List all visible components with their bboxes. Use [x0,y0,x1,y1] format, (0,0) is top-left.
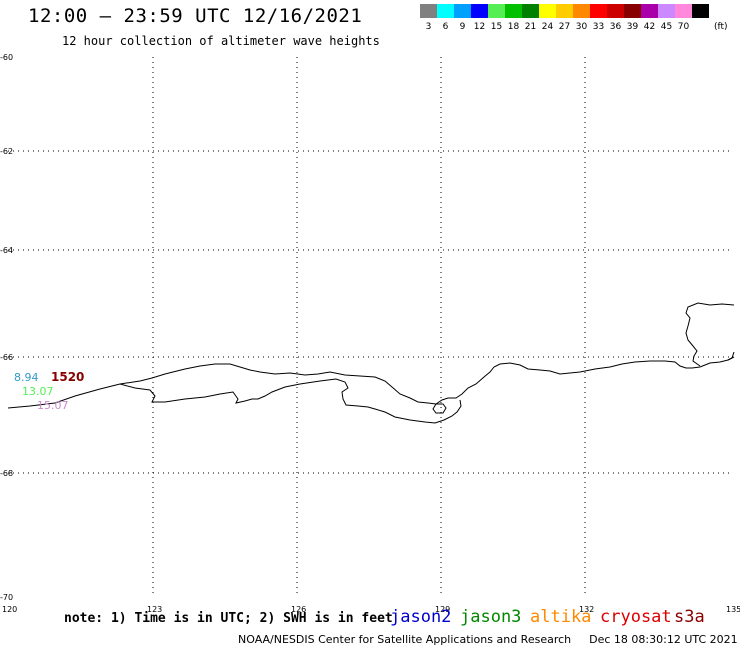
measurement-3: 13.07 [22,385,54,398]
legend-swatch [488,4,505,18]
lon-tick-label: 120 [2,605,17,614]
footer-note: note: 1) Time is in UTC; 2) SWH is in fe… [64,611,393,626]
legend-item-3: 12 [471,4,488,32]
legend-swatch [471,4,488,18]
legend-label: 15 [490,22,503,32]
legend-label: 30 [575,22,588,32]
lon-tick-label: 126 [291,605,306,614]
legend-item-11: 36 [607,4,624,32]
legend-label: 9 [459,22,466,32]
antarctic-coastline [7,356,735,409]
axis-tick-labels: -60 -62 -64 -66 -68 -70 120 123 126 129 132 135 [0,53,740,614]
legend-item-1: 6 [437,4,454,32]
legend-label: 21 [524,22,537,32]
lat-tick-label: -70 [0,593,13,602]
legend-label: 33 [592,22,605,32]
sat-altika: altika [530,607,592,627]
lon-tick-label: 135 [726,605,740,614]
coastline-inlet [119,378,462,424]
legend-swatch [624,4,641,18]
legend-item-6: 21 [522,4,539,32]
lon-tick-label: 123 [147,605,162,614]
sat-jason2: jason2 [390,607,452,627]
legend-label: 36 [609,22,622,32]
legend-item-12: 39 [624,4,641,32]
legend-item-10: 33 [590,4,607,32]
wave-height-legend: 3 6 9 12 15 18 21 24 27 30 33 36 39 42 45 70 [420,4,709,32]
lon-tick-label: 129 [435,605,450,614]
legend-item-8: 27 [556,4,573,32]
legend-label: 70 [677,22,690,32]
credit-timestamp: Dec 18 08:30:12 UTC 2021 [589,633,738,646]
legend-swatch [590,4,607,18]
legend-swatch [675,4,692,18]
measurement-1: 8.94 [14,371,39,384]
legend-item-2: 9 [454,4,471,32]
map-title: 12:00 – 23:59 UTC 12/16/2021 [28,5,363,27]
legend-swatch [505,4,522,18]
measurement-4: 15.07 [37,399,69,412]
lat-tick-label: -60 [0,53,13,62]
lon-tick-label: 132 [579,605,594,614]
legend-item-16 [692,4,709,32]
legend-label: 24 [541,22,554,32]
lat-tick-label: -68 [0,469,13,478]
lat-tick-label: -64 [0,246,13,255]
legend-label: 39 [626,22,639,32]
lat-tick-label: -62 [0,147,13,156]
legend-swatch [420,4,437,18]
credit-text: NOAA/NESDIS Center for Satellite Applica… [238,633,572,646]
legend-label: 42 [643,22,656,32]
credit-line: NOAA/NESDIS Center for Satellite Applica… [238,633,738,646]
legend-item-7: 24 [539,4,556,32]
legend-item-0: 3 [420,4,437,32]
measurement-2: 1520 [51,370,85,384]
sat-s3a: s3a [674,607,705,627]
legend-swatch [573,4,590,18]
legend-swatch [454,4,471,18]
legend-label: 45 [660,22,673,32]
legend-item-13: 42 [641,4,658,32]
graticule [8,57,732,597]
legend-swatch [522,4,539,18]
legend-label: 6 [442,22,449,32]
legend-label: 3 [425,22,432,32]
legend-label: 12 [473,22,486,32]
legend-swatch [556,4,573,18]
legend-swatch [607,4,624,18]
coastline-east [685,302,735,367]
map-subtitle: 12 hour collection of altimeter wave hei… [62,34,380,48]
legend-swatch [658,4,675,18]
lat-tick-label: -66 [0,353,13,362]
legend-swatch [641,4,658,18]
legend-label: 18 [507,22,520,32]
legend-swatch [437,4,454,18]
legend-swatch [539,4,556,18]
legend-item-15: 70 [675,4,692,32]
sat-cryosat: cryosat [600,607,672,627]
legend-item-14: 45 [658,4,675,32]
legend-swatch [692,4,709,18]
legend-unit: (ft) [714,22,728,32]
legend-item-9: 30 [573,4,590,32]
legend-item-5: 18 [505,4,522,32]
coastline-east-2 [727,351,735,361]
legend-item-4: 15 [488,4,505,32]
coastline-bay-loop [432,403,447,414]
legend-label: 27 [558,22,571,32]
sat-jason3: jason3 [460,607,522,627]
